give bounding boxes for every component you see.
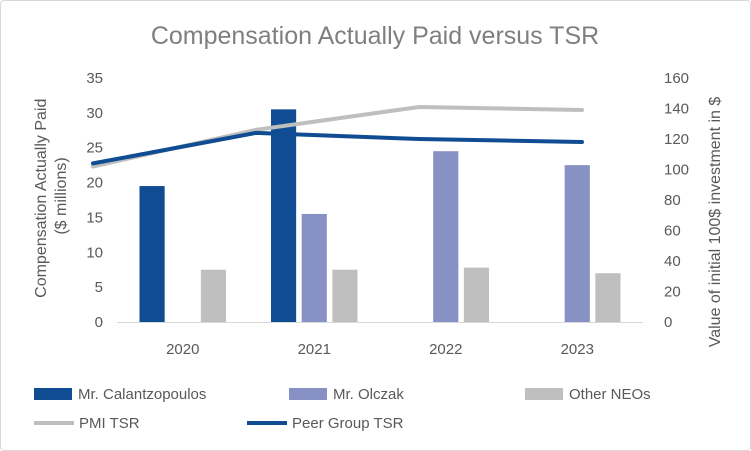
bar-other-neos-2020 [200,269,227,322]
legend-swatch-mr-olczak [289,388,327,400]
legend-label-mr-calantzopoulos: Mr. Calantzopoulos [78,386,206,403]
right-tick-label: 60 [664,223,681,240]
left-tick-label: 35 [86,70,103,87]
right-tick-label: 20 [664,284,681,301]
right-axis-title: Value of initial 100$ investment in $ [707,97,724,348]
legend-label-other-neos: Other NEOs [569,386,651,403]
left-tick-label: 0 [95,314,103,331]
x-tick-label: 2023 [561,341,594,358]
legend-label-pmi-tsr: PMI TSR [79,415,140,432]
bar-mr-olczak-2021 [301,213,327,322]
legend-label-peer-group-tsr: Peer Group TSR [292,415,404,432]
left-tick-label: 5 [95,279,103,296]
left-axis-title: Compensation Actually Paid ($ millions) [33,94,70,298]
left-tick-label: 20 [86,175,103,192]
bar-other-neos-2021 [332,269,358,322]
left-axis-title-line1: Compensation Actually Paid [33,99,50,298]
left-tick-label: 10 [86,244,103,261]
x-tick-label: 2022 [429,341,462,358]
bar-mr-olczak-2022 [433,151,459,322]
right-tick-label: 80 [664,192,681,209]
legend-label-mr-olczak: Mr. Olczak [333,386,404,403]
right-tick-label: 140 [664,101,689,118]
right-tick-label: 40 [664,253,681,270]
legend: Mr. Calantzopoulos Mr. Olczak Other NEOs PM… [34,386,651,432]
line-peer-group-tsr [91,130,584,166]
left-tick-label: 25 [86,140,103,157]
bar-mr-calantzopoulos-2021 [270,109,297,322]
legend-swatch-other-neos [525,388,563,400]
x-tick-label: 2021 [298,341,331,358]
x-tick-label: 2020 [166,341,199,358]
right-tick-label: 100 [664,162,689,179]
chart-title: Compensation Actually Paid versus TSR [151,22,599,50]
bar-other-neos-2022 [463,267,490,322]
legend-swatch-mr-calantzopoulos [34,388,72,400]
right-tick-label: 120 [664,131,689,148]
left-axis-title-line2: ($ millions) [53,157,70,234]
right-tick-label: 160 [664,70,689,87]
bar-mr-olczak-2023 [564,165,590,322]
bar-other-neos-2023 [595,273,621,322]
right-tick-label: 0 [664,314,672,331]
left-tick-label: 30 [86,105,103,122]
bar-mr-calantzopoulos-2020 [139,186,165,322]
left-tick-label: 15 [86,209,103,226]
